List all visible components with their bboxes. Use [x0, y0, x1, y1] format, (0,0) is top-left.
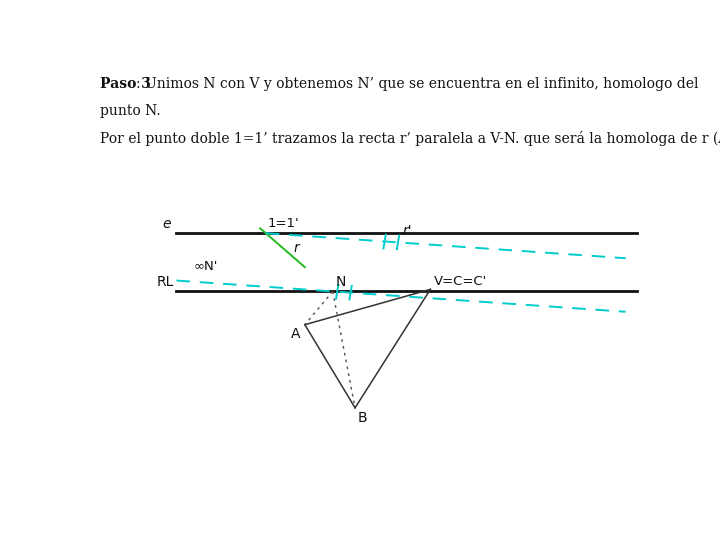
Text: e: e: [163, 217, 171, 231]
Text: Paso 3: Paso 3: [100, 77, 151, 91]
Text: B: B: [358, 411, 367, 425]
Text: A: A: [291, 327, 300, 341]
Text: 1=1': 1=1': [267, 217, 299, 230]
Text: ∞N': ∞N': [193, 260, 217, 273]
Text: V=C=C': V=C=C': [434, 275, 487, 288]
Text: N: N: [336, 275, 346, 289]
Text: RL: RL: [156, 275, 174, 289]
Text: Por el punto doble 1=1’ trazamos la recta r’ paralela a V-N. que será la homolog: Por el punto doble 1=1’ trazamos la rect…: [100, 131, 720, 146]
Text: r': r': [402, 224, 412, 238]
Text: r: r: [294, 241, 300, 255]
Text: punto N.: punto N.: [100, 104, 161, 118]
Text: : Unimos N con V y obtenemos N’ que se encuentra en el infinito, homologo del: : Unimos N con V y obtenemos N’ que se e…: [136, 77, 699, 91]
